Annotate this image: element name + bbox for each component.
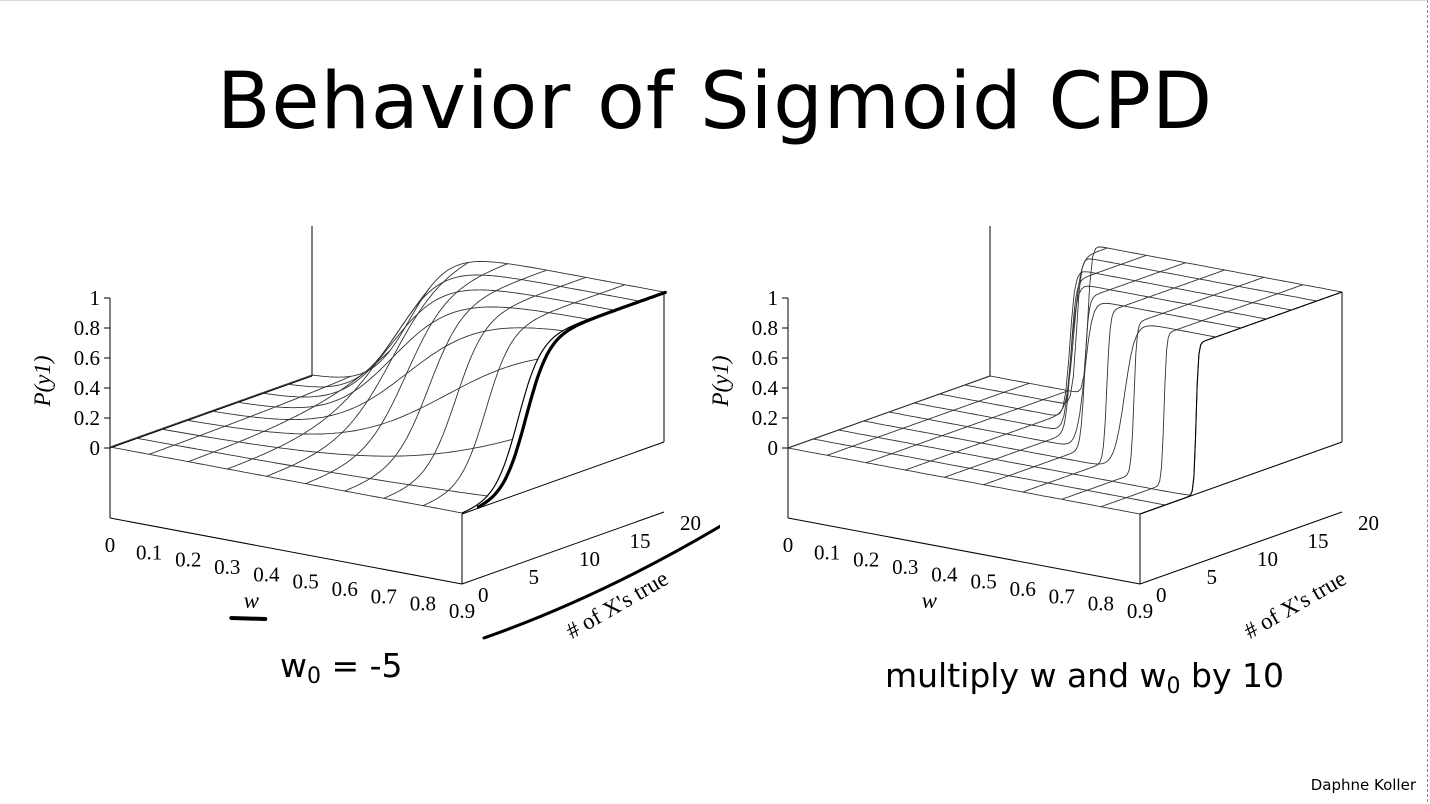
caption-right-suffix: by 10 [1180,656,1284,695]
w-tick-label: 0.9 [1127,599,1153,623]
w-axis-label: w [922,588,938,613]
surface-line-n [311,261,665,378]
w-tick-label: 0.3 [214,555,240,579]
back-floor-edge-n [109,375,313,449]
z-tick-label: 0.6 [752,346,778,370]
w-tick-label: 0.4 [931,562,958,586]
base-right-edge [1139,511,1343,585]
z-tick-label: 0.6 [74,346,100,370]
z-tick-label: 0 [90,436,101,460]
surface-line-n [109,446,463,514]
surface-line-n [185,358,538,435]
w-tick-label: 0.4 [253,562,280,586]
surface-line-w [383,276,586,499]
front-edge-curve [461,291,665,514]
surface-line-n [261,289,614,398]
w-tick-label: 0.8 [410,592,436,616]
annotation-curve-stroke [476,290,667,509]
w-tick-label: 0.5 [970,570,996,594]
z-tick-label: 0.8 [752,316,778,340]
caption-left-suffix: = -5 [321,646,403,685]
surface-line-w [188,349,391,463]
surface-line-w [1100,284,1304,508]
w-tick-label: 0.6 [1010,577,1036,601]
surface-line-n [838,429,1191,496]
surface-line-n [888,302,1242,445]
w-tick-label: 0.6 [332,577,358,601]
surface-line-n [236,306,589,409]
surface-line-n [914,285,1267,429]
n-tick-label: 5 [1207,565,1218,589]
surface-line-n [286,274,639,388]
z-tick-label: 1 [90,286,101,310]
n-tick-label: 20 [1358,511,1379,535]
base-front-edge [787,517,1141,585]
surface-line-n [939,271,1292,416]
w-tick-label: 0.5 [292,570,318,594]
z-tick-label: 0 [768,436,779,460]
w-tick-label: 0 [105,533,116,557]
surface-line-n [989,246,1343,393]
w-tick-label: 0.7 [371,584,397,608]
z-tick-label: 1 [768,286,779,310]
n-tick-label: 10 [579,547,600,571]
surface-line-w [227,288,430,470]
caption-left-prefix: w [280,646,307,685]
w-tick-label: 0.8 [1088,592,1114,616]
base-front-edge [109,517,463,585]
front-edge-curve [1139,291,1343,515]
w-tick-label: 0.1 [814,540,840,564]
w-axis-label: w [244,588,260,613]
surface-plot-left: 00.20.40.60.810 0.1 0.2 0.3 0.4 0.5 0.6 0.7 0.8 0… [30,226,720,644]
w-tick-label: 0.1 [136,540,162,564]
n-tick-label: 20 [680,511,701,535]
n-axis-label: # of X's true [562,566,673,644]
w-tick-label: 0.9 [449,599,475,623]
n-axis-label: # of X's true [1240,566,1351,644]
surface-line-n [210,327,564,421]
z-tick-label: 0.8 [74,316,100,340]
surface-line-n [787,447,1141,515]
w-tick-label: 0 [783,533,794,557]
surface-line-w [461,291,665,514]
caption-right-prefix: multiply w and w [885,656,1167,695]
base-right-edge [461,511,665,585]
w-tick-label: 0.2 [853,548,879,572]
n-tick-label: 0 [1156,583,1167,607]
z-tick-label: 0.2 [74,406,100,430]
w-tick-label: 0.3 [892,555,918,579]
surface-line-n [964,258,1317,404]
n-tick-label: 0 [478,583,489,607]
z-axis-label: P(y1) [708,355,733,407]
w-tick-label: 0.7 [1049,584,1075,608]
surface-line-w [1061,276,1264,500]
surface-line-w [148,375,352,455]
author-credit: Daphne Koller [1310,776,1416,794]
z-axis-label: P(y1) [30,355,55,407]
n-tick-label: 5 [529,565,540,589]
z-tick-label: 0.4 [74,376,101,400]
caption-left-sub: 0 [307,664,321,689]
caption-right-sub: 0 [1166,674,1181,699]
n-tick-label: 10 [1257,547,1278,571]
surface-line-n [160,428,513,457]
surface-plot-right: 00.20.40.60.810 0.1 0.2 0.3 0.4 0.5 0.6 0.7 0.8 0… [708,226,1379,644]
n-tick-label: 15 [630,529,651,553]
surface-line-n [813,438,1166,506]
z-tick-label: 0.2 [752,406,778,430]
annotation-w-underline [229,616,268,621]
z-tick-label: 0.4 [752,376,779,400]
surface-line-n [863,325,1216,465]
w-tick-label: 0.2 [175,548,201,572]
n-tick-label: 15 [1308,529,1329,553]
right-base-edge [461,441,665,515]
annotation-n-underline [482,524,720,640]
surface-line-n [135,437,488,497]
caption-left: w0 = -5 [280,646,403,689]
caption-right: multiply w and w0 by 10 [885,656,1284,699]
surface-line-w [1139,291,1343,515]
slide-title: Behavior of Sigmoid CPD [216,57,1214,147]
